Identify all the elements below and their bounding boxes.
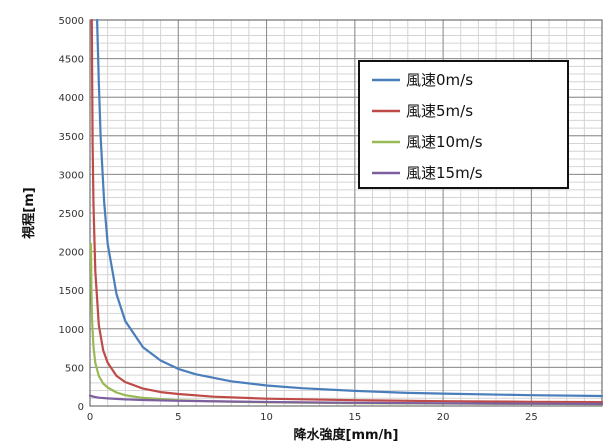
x-tick-label: 0 (87, 412, 93, 423)
x-tick-label: 5 (175, 412, 181, 423)
x-tick-label: 10 (260, 412, 273, 423)
x-tick-label: 20 (437, 412, 450, 423)
series-line-1 (90, 18, 604, 404)
legend-label-1: 風速5m/s (406, 102, 473, 120)
series-layer (88, 18, 604, 406)
y-tick-label: 4000 (59, 93, 84, 104)
y-tick-label: 1000 (59, 325, 84, 336)
y-tick-labels: 0 500 1000 1500 2000 2500 3000 3500 4000 4500 5000 (59, 16, 84, 413)
y-tick-label: 1500 (59, 286, 84, 297)
y-tick-label: 4500 (59, 55, 84, 66)
legend: 風速0m/s 風速5m/s 風速10m/s 風速15m/s (358, 60, 569, 189)
x-tick-label: 15 (348, 412, 361, 423)
y-tick-label: 3500 (59, 132, 84, 143)
series-line-0 (95, 18, 604, 398)
y-tick-label: 3000 (59, 170, 84, 181)
y-tick-label: 500 (65, 363, 84, 374)
y-tick-label: 5000 (59, 16, 84, 27)
y-tick-label: 2000 (59, 248, 84, 259)
y-tick-label: 2500 (59, 209, 84, 220)
legend-label-3: 風速15m/s (406, 164, 483, 182)
legend-box (358, 60, 569, 189)
plot-border (89, 19, 603, 407)
x-tick-label: 25 (525, 412, 538, 423)
y-axis-title: 視程[m] (21, 187, 37, 239)
legend-label-0: 風速0m/s (406, 71, 473, 89)
x-axis-title: 降水強度[mm/h] (294, 427, 399, 441)
series-line-3 (88, 394, 604, 405)
x-tick-labels: 0 5 10 15 20 25 (87, 412, 538, 423)
legend-label-2: 風速10m/s (406, 133, 483, 151)
y-tick-label: 0 (78, 402, 84, 413)
